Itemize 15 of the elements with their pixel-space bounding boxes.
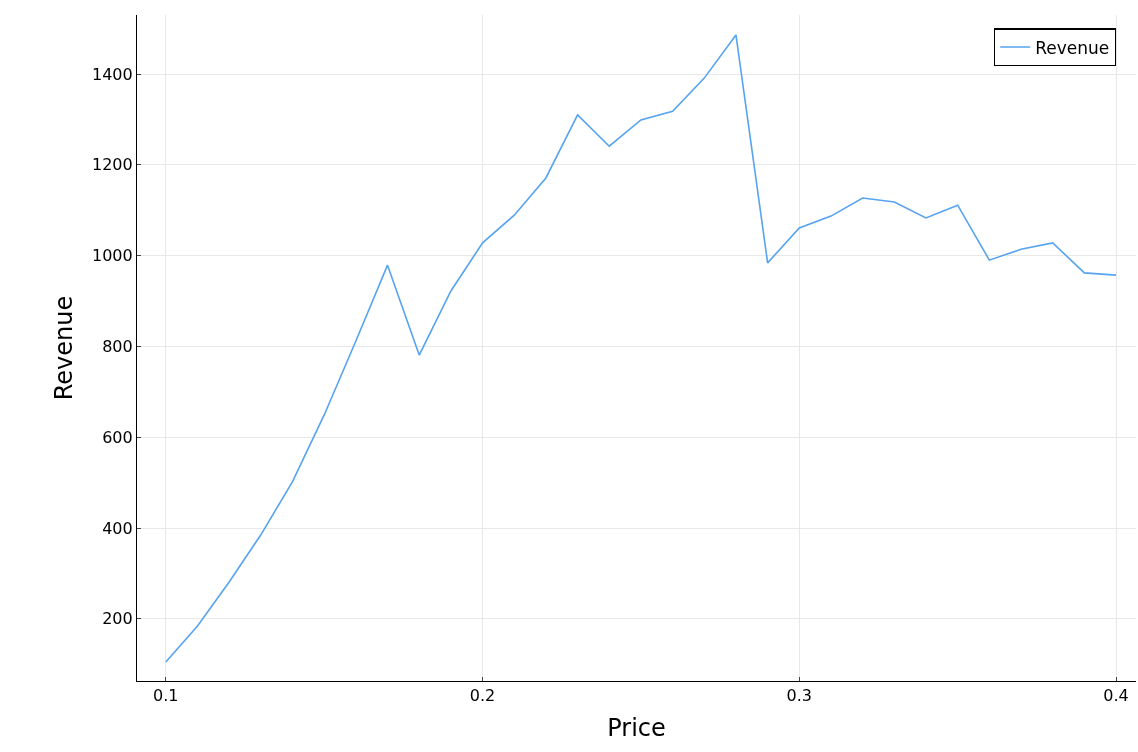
line-series xyxy=(165,34,1117,663)
x-tick-label: 0.3 xyxy=(786,686,813,706)
y-tick-label: 1400 xyxy=(91,64,133,84)
y-axis-title: Revenue xyxy=(50,295,79,401)
y-tick-label: 1000 xyxy=(91,246,133,266)
legend-label: Revenue xyxy=(1035,37,1110,58)
x-tick-label: 0.1 xyxy=(153,686,179,706)
x-tick-label: 0.2 xyxy=(469,686,496,706)
y-tick-label: 1200 xyxy=(91,155,133,175)
y-tick-label: 800 xyxy=(102,337,133,357)
y-tick-label: 400 xyxy=(102,518,133,538)
x-axis-title: Price xyxy=(607,713,666,742)
y-tick-label: 200 xyxy=(102,609,133,629)
y-tick-label: 600 xyxy=(102,427,133,447)
x-tick-label: 0.4 xyxy=(1103,686,1129,706)
